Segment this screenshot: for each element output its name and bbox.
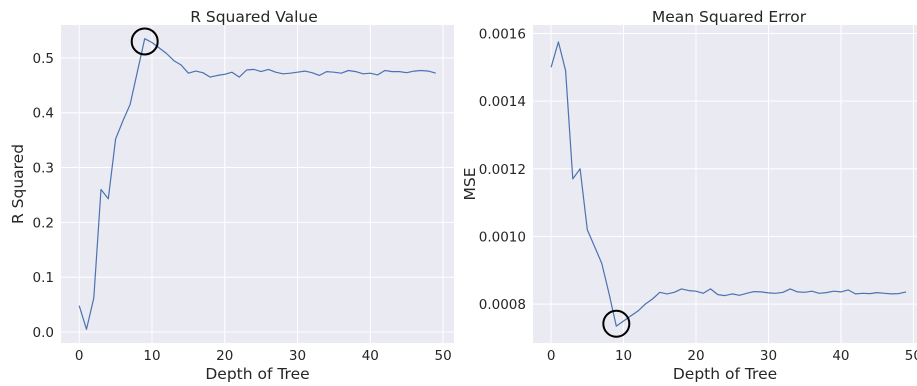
x-tick-label: 40 bbox=[362, 348, 379, 364]
x-axis-label: Depth of Tree bbox=[673, 365, 777, 383]
y-tick-label: 0.5 bbox=[33, 51, 54, 67]
x-tick-label: 10 bbox=[615, 348, 632, 364]
chart-title: Mean Squared Error bbox=[652, 8, 807, 26]
y-tick-label: 0.4 bbox=[33, 106, 54, 122]
plot-area-r-squared bbox=[61, 25, 454, 343]
x-tick-label: 0 bbox=[75, 348, 84, 364]
x-tick-label: 40 bbox=[832, 348, 849, 364]
series-line-mse bbox=[550, 41, 907, 327]
plot-area-mse bbox=[533, 25, 917, 343]
x-tick-label: 30 bbox=[289, 348, 306, 364]
y-tick-label: 0.0012 bbox=[479, 162, 526, 178]
y-tick-label: 0.0008 bbox=[479, 297, 526, 313]
y-tick-label: 0.0016 bbox=[479, 26, 526, 42]
y-axis-label: R Squared bbox=[9, 144, 27, 224]
x-tick-label: 10 bbox=[143, 348, 160, 364]
x-tick-label: 20 bbox=[216, 348, 233, 364]
chart-r-squared: 0 10 20 30 40 50 0.0 0.1 0.2 0.3 0.4 0.5 R Squared V… bbox=[9, 8, 454, 383]
y-tick-label: 0.2 bbox=[33, 215, 54, 231]
y-tick-label: 0.0 bbox=[33, 325, 54, 341]
x-tick-label: 20 bbox=[687, 348, 704, 364]
x-axis-label: Depth of Tree bbox=[205, 365, 309, 383]
y-tick-label: 0.1 bbox=[33, 270, 54, 286]
chart-mse: 0 10 20 30 40 50 0.0008 0.0010 0.0012 0.0014 0.001… bbox=[461, 8, 917, 383]
x-tick-label: 0 bbox=[547, 348, 556, 364]
x-tick-label: 50 bbox=[434, 348, 451, 364]
chart-title: R Squared Value bbox=[190, 8, 318, 26]
x-tick-label: 30 bbox=[760, 348, 777, 364]
y-axis-label: MSE bbox=[461, 167, 479, 200]
highlight-circle-marker bbox=[130, 27, 159, 56]
series-line-r-squared bbox=[78, 38, 436, 330]
y-tick-label: 0.0010 bbox=[479, 229, 526, 245]
highlight-circle-marker bbox=[602, 309, 631, 338]
y-tick-label: 0.0014 bbox=[479, 94, 526, 110]
y-tick-label: 0.3 bbox=[33, 161, 54, 177]
x-tick-label: 50 bbox=[905, 348, 917, 364]
